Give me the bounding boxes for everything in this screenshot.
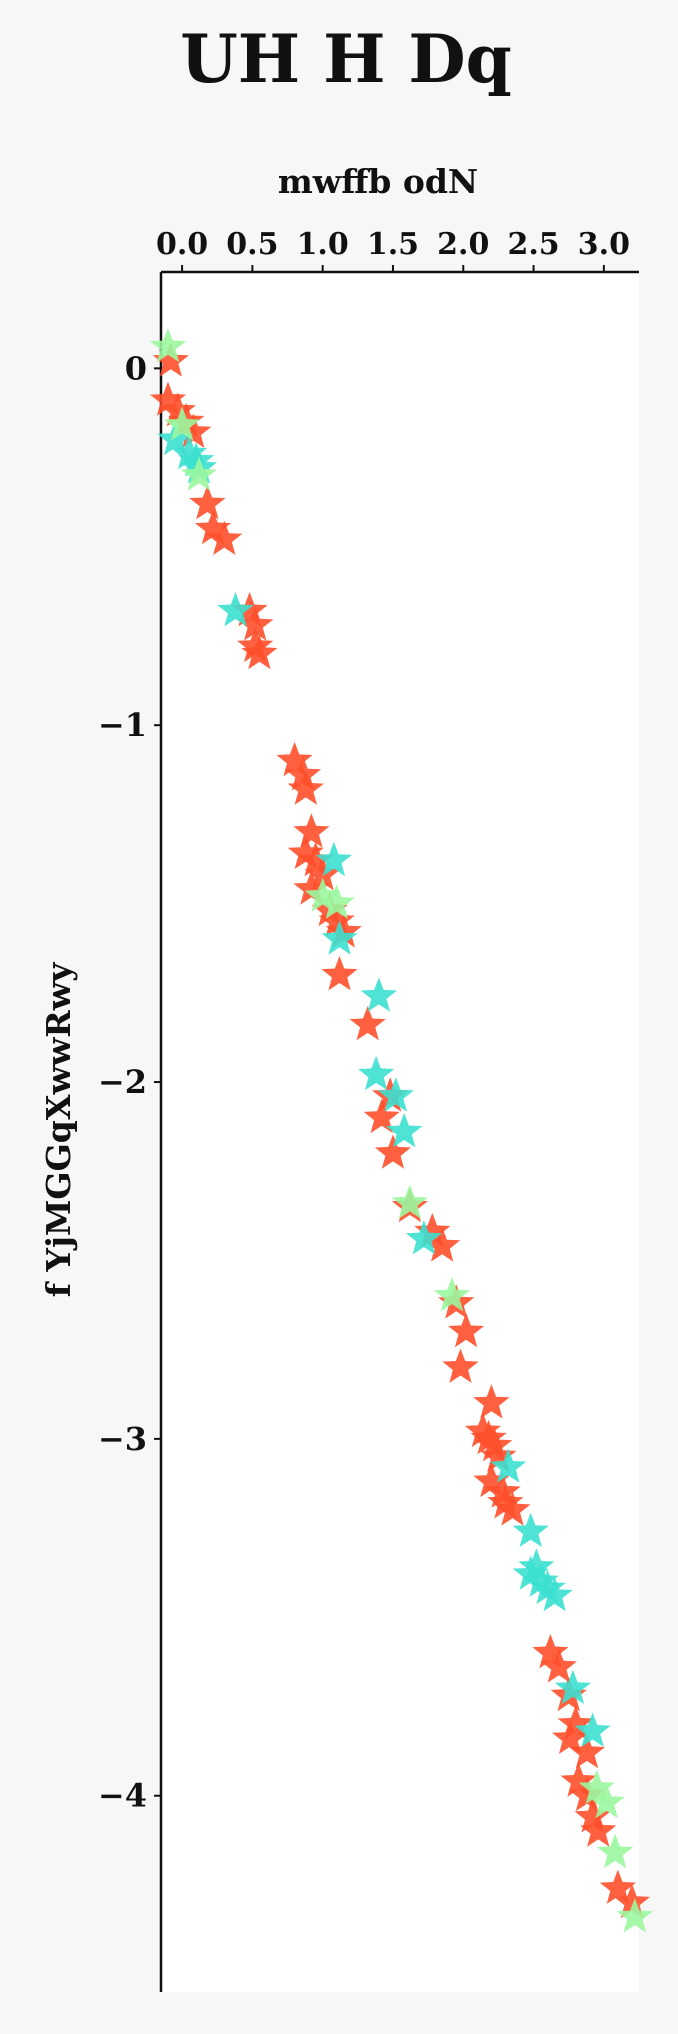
star-marker xyxy=(568,1733,606,1769)
star-marker xyxy=(473,1462,510,1498)
star-marker xyxy=(613,1883,650,1919)
star-marker xyxy=(448,1312,485,1348)
star-marker xyxy=(318,884,355,919)
x-tick-label: 2.5 xyxy=(507,227,559,262)
star-marker xyxy=(237,606,274,641)
y-tick-label: −1 xyxy=(98,706,147,744)
x-tick-label: 3.0 xyxy=(578,227,630,262)
star-marker xyxy=(363,1098,400,1134)
star-marker xyxy=(159,392,196,427)
star-marker xyxy=(287,770,324,805)
star-marker xyxy=(231,592,268,627)
star-marker xyxy=(377,1077,414,1112)
star-marker xyxy=(574,1712,611,1747)
star-marker xyxy=(241,634,278,670)
star-marker xyxy=(536,1576,573,1612)
star-marker xyxy=(150,327,187,363)
star-marker xyxy=(414,1212,451,1248)
star-marker xyxy=(189,485,226,520)
star-marker xyxy=(560,1762,597,1797)
star-marker xyxy=(540,1648,577,1683)
star-marker xyxy=(293,813,330,848)
star-marker xyxy=(276,741,313,777)
star-marker xyxy=(487,1484,524,1519)
star-marker xyxy=(321,920,358,955)
star-marker xyxy=(470,1419,507,1455)
star-marker xyxy=(433,1277,471,1312)
star-marker xyxy=(175,413,212,448)
star-marker xyxy=(321,956,358,991)
star-marker xyxy=(464,1412,501,1448)
x-tick-label: 1.5 xyxy=(367,227,419,262)
star-marker xyxy=(325,913,362,948)
y-tick-label: −4 xyxy=(98,1777,147,1815)
star-marker xyxy=(217,592,254,627)
chart-title: UH H Dq xyxy=(180,20,512,98)
star-marker xyxy=(616,1898,653,1933)
y-ticks: 0 −1 −2 −3 −4 xyxy=(98,349,161,1815)
star-marker xyxy=(480,1437,517,1473)
star-marker xyxy=(171,435,208,470)
star-marker xyxy=(297,841,334,877)
star-marker xyxy=(529,1569,566,1605)
star-marker xyxy=(374,1134,411,1169)
data-points xyxy=(150,327,653,1933)
star-marker xyxy=(284,756,322,791)
star-marker xyxy=(304,877,341,912)
x-ticks: 0.0 0.5 1.0 1.5 2.0 2.5 3.0 xyxy=(156,227,630,272)
star-marker xyxy=(522,1562,559,1597)
star-marker xyxy=(557,1705,594,1740)
star-marker xyxy=(405,1220,442,1255)
star-marker xyxy=(386,1113,423,1148)
star-marker xyxy=(494,1491,531,1526)
star-marker xyxy=(360,977,397,1012)
x-tick-label: 0.0 xyxy=(156,227,208,262)
star-marker xyxy=(287,834,324,869)
star-marker xyxy=(152,342,189,377)
star-marker xyxy=(424,1227,461,1262)
y-axis-label: f YjMGGqXwwRwy xyxy=(39,962,78,1297)
star-marker xyxy=(349,1005,386,1041)
x-axis-label: mwffb odN xyxy=(278,162,478,201)
star-marker xyxy=(532,1634,569,1669)
star-marker xyxy=(304,856,341,891)
y-tick-label: −3 xyxy=(98,1420,147,1458)
y-tick-label: −2 xyxy=(98,1063,147,1101)
star-marker xyxy=(293,870,330,905)
star-marker xyxy=(180,456,217,491)
star-marker xyxy=(588,1783,625,1819)
star-marker xyxy=(315,841,352,877)
star-marker xyxy=(164,406,201,441)
star-marker xyxy=(554,1669,591,1705)
star-marker xyxy=(552,1719,589,1754)
x-tick-label: 2.0 xyxy=(437,227,489,262)
x-tick-label: 0.5 xyxy=(226,227,278,262)
star-marker xyxy=(358,1055,395,1091)
star-marker xyxy=(574,1798,611,1833)
star-marker xyxy=(512,1512,549,1547)
star-marker xyxy=(206,520,243,555)
star-marker xyxy=(580,1812,617,1847)
star-marker xyxy=(318,902,355,937)
star-marker xyxy=(490,1448,527,1483)
star-marker xyxy=(194,509,232,545)
star-marker xyxy=(473,1384,510,1419)
star-marker xyxy=(597,1833,634,1869)
star-marker xyxy=(476,1427,513,1462)
x-tick-label: 1.0 xyxy=(297,227,349,262)
star-marker xyxy=(578,1769,615,1804)
star-marker xyxy=(568,1776,606,1812)
star-marker xyxy=(150,381,187,416)
star-marker xyxy=(442,1348,479,1383)
star-marker xyxy=(484,1473,521,1508)
star-marker xyxy=(391,1184,428,1219)
y-tick-label: 0 xyxy=(125,349,147,387)
star-marker xyxy=(237,627,274,663)
star-marker xyxy=(518,1548,555,1583)
star-marker xyxy=(599,1869,636,1904)
